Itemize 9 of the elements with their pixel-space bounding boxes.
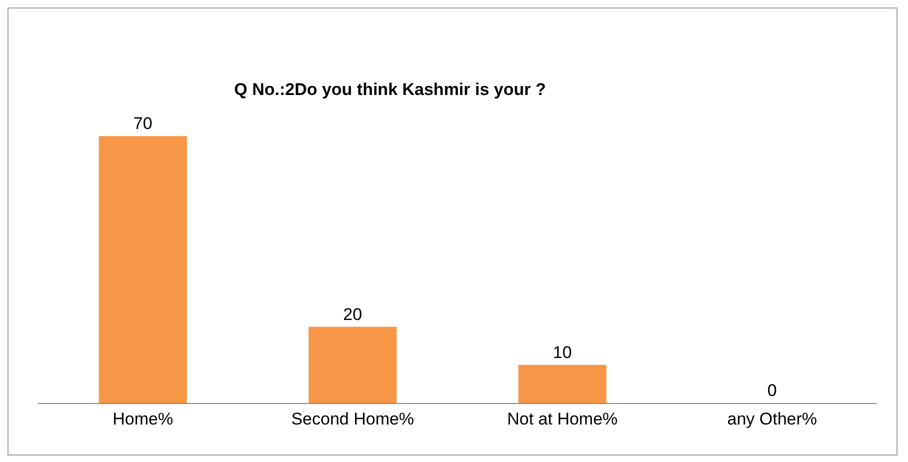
data-label: 10 [552,342,572,362]
x-tick-label: any Other% [727,409,818,428]
data-label: 20 [343,304,362,324]
x-tick-label: Home% [112,409,174,428]
x-tick-label: Second Home% [291,409,414,428]
data-label: 70 [133,114,152,134]
chart-title: Q No.:2Do you think Kashmir is your ? [234,80,546,99]
x-tick-label: Not at Home% [507,409,618,428]
data-label: 0 [767,381,777,400]
